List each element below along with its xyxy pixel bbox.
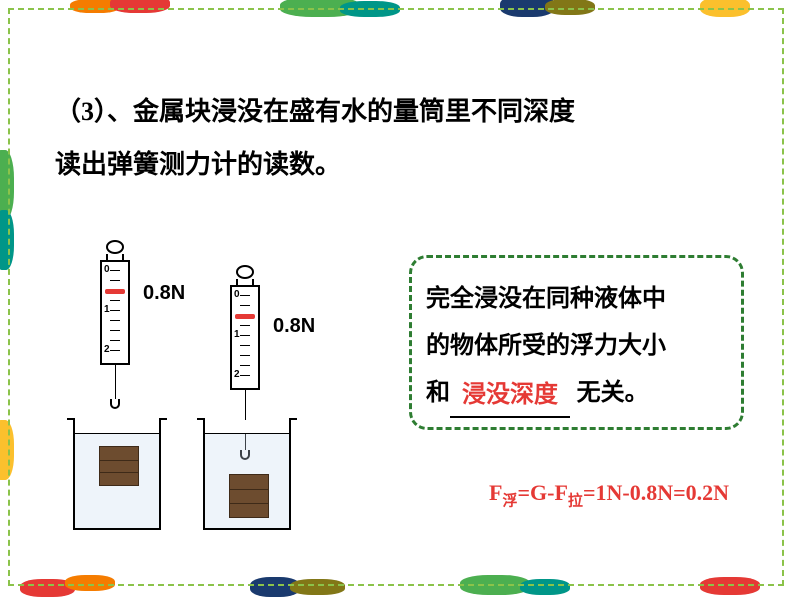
metal-block-left <box>99 446 139 486</box>
spring-scale-left: 0 1 2 <box>100 240 130 409</box>
metal-block-right <box>229 474 269 518</box>
conclusion-box: 完全浸没在同种液体中 的物体所受的浮力大小 和浸没深度 无关。 <box>409 255 744 430</box>
question-text: （3）、金属块浸没在盛有水的量筒里不同深度 读出弹簧测力计的读数。 <box>55 85 754 190</box>
reading-right: 0.8N <box>273 315 315 338</box>
reading-left: 0.8N <box>143 282 185 305</box>
buoyancy-formula: F浮=G-F拉=1N-0.8N=0.2N <box>489 480 729 510</box>
beaker-left <box>73 420 161 530</box>
beaker-right <box>203 420 291 530</box>
experiment-diagram: 0 1 2 0.8N <box>55 240 365 560</box>
conclusion-text: 完全浸没在同种液体中 的物体所受的浮力大小 和浸没深度 无关。 <box>426 276 727 418</box>
content-area: （3）、金属块浸没在盛有水的量筒里不同深度 读出弹簧测力计的读数。 0 1 2 <box>55 40 754 556</box>
blank-answer: 浸没深度 <box>462 381 558 408</box>
